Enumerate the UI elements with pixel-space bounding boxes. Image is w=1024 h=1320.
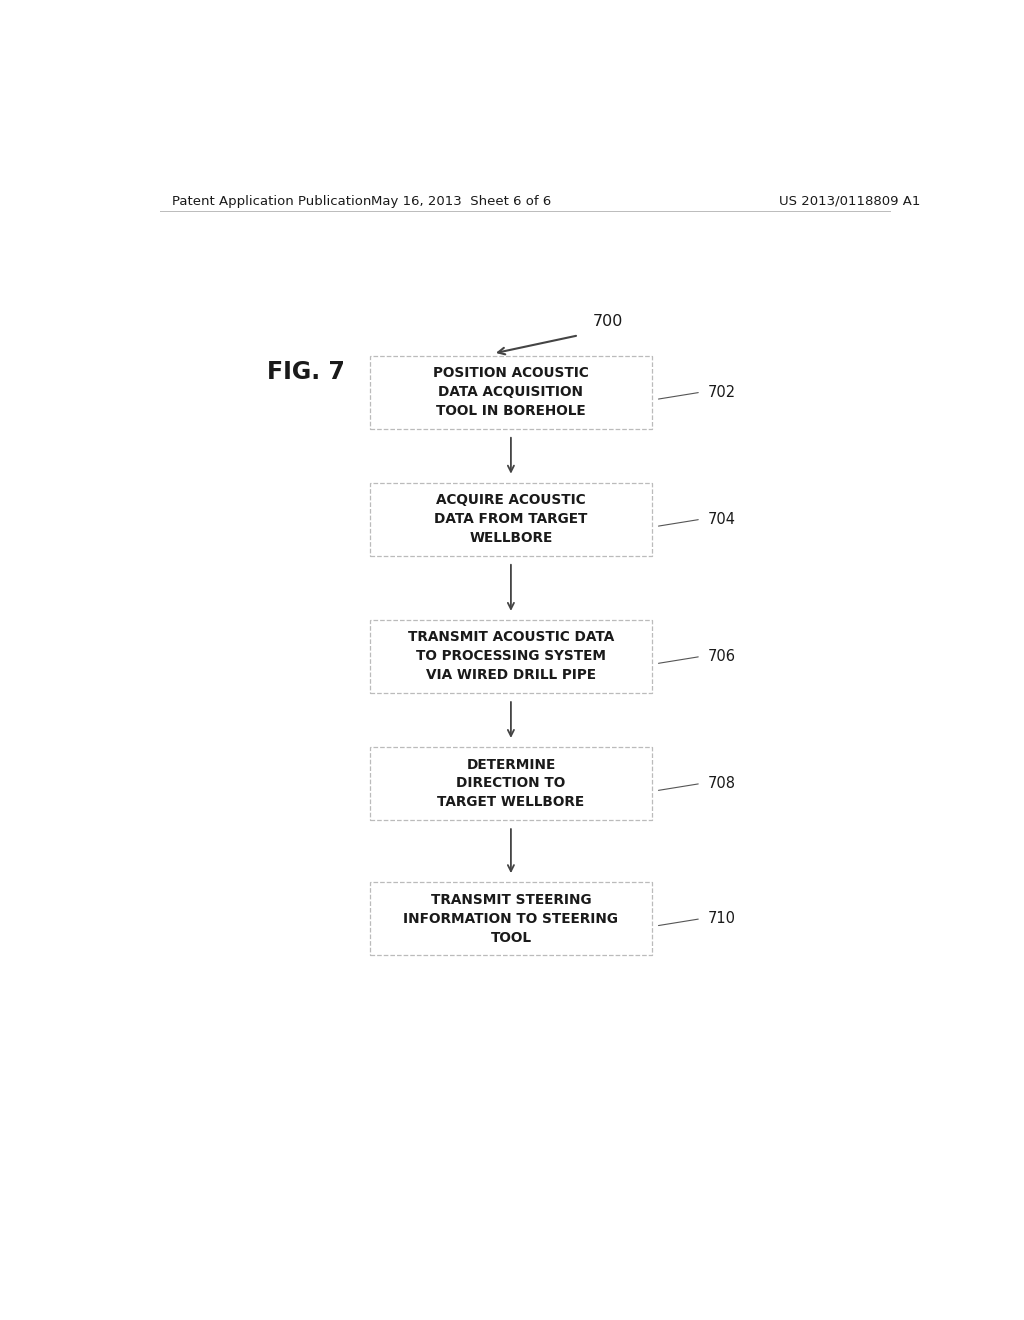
Text: 706: 706 [708,649,735,664]
Bar [370,882,651,956]
Bar [370,747,651,820]
Text: POSITION ACOUSTIC
DATA ACQUISITION
TOOL IN BOREHOLE: POSITION ACOUSTIC DATA ACQUISITION TOOL … [433,366,589,418]
Text: TRANSMIT ACOUSTIC DATA
TO PROCESSING SYSTEM
VIA WIRED DRILL PIPE: TRANSMIT ACOUSTIC DATA TO PROCESSING SYS… [408,631,614,682]
Text: 710: 710 [708,911,735,927]
Text: 708: 708 [708,776,735,791]
Text: ACQUIRE ACOUSTIC
DATA FROM TARGET
WELLBORE: ACQUIRE ACOUSTIC DATA FROM TARGET WELLBO… [434,494,588,545]
Bar [370,483,651,556]
Text: 700: 700 [592,314,623,329]
Text: US 2013/0118809 A1: US 2013/0118809 A1 [778,194,921,207]
Text: DETERMINE
DIRECTION TO
TARGET WELLBORE: DETERMINE DIRECTION TO TARGET WELLBORE [437,758,585,809]
Text: Patent Application Publication: Patent Application Publication [172,194,371,207]
Bar [370,620,651,693]
Text: 702: 702 [708,384,735,400]
Text: 704: 704 [708,512,735,527]
Text: FIG. 7: FIG. 7 [267,360,345,384]
Text: TRANSMIT STEERING
INFORMATION TO STEERING
TOOL: TRANSMIT STEERING INFORMATION TO STEERIN… [403,892,618,945]
Text: May 16, 2013  Sheet 6 of 6: May 16, 2013 Sheet 6 of 6 [371,194,552,207]
Bar [370,355,651,429]
